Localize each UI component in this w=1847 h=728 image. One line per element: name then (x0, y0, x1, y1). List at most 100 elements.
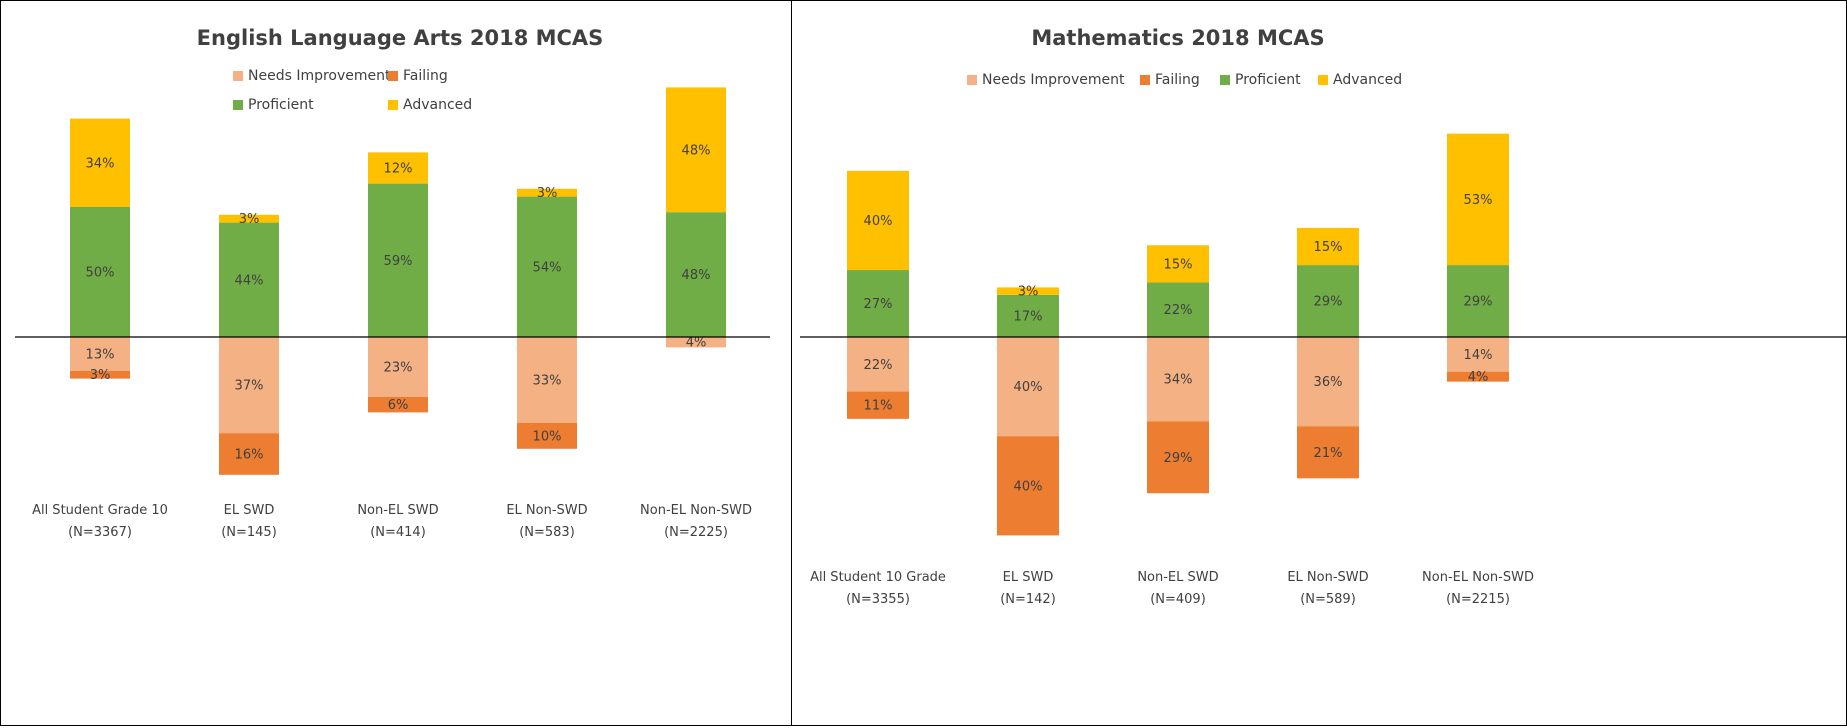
legend-swatch (1140, 75, 1150, 85)
x-tick-label: Non-EL SWD (N=409) (1137, 570, 1219, 607)
data-label: 53% (1464, 193, 1493, 208)
data-label: 36% (1314, 375, 1343, 390)
bar-segment (666, 212, 726, 337)
data-label: 34% (86, 156, 115, 171)
legend-item: Failing (1140, 72, 1200, 88)
x-tick-label: Non-EL SWD (N=414) (357, 503, 439, 540)
bar-segment (70, 370, 130, 379)
bar-segment (1447, 371, 1509, 382)
legend-item: Advanced (388, 97, 472, 113)
legend-label: Failing (1155, 72, 1200, 88)
x-tick-label: Non-EL Non-SWD (N=2225) (640, 503, 752, 540)
legend-swatch (967, 75, 977, 85)
legend-label: Proficient (248, 97, 314, 113)
legend-label: Needs Improvement (248, 68, 391, 84)
bar-segment (70, 118, 130, 207)
bar-segment (847, 337, 909, 392)
data-label: 12% (384, 162, 413, 177)
bar-segment (1147, 337, 1209, 422)
bar-segment (1297, 337, 1359, 427)
data-label: 17% (1014, 309, 1043, 324)
bar-segment (847, 270, 909, 337)
data-label: 14% (1464, 348, 1493, 363)
data-label: 22% (864, 358, 893, 373)
bar-segment (1147, 245, 1209, 283)
bar-segment (517, 196, 577, 337)
data-label: 33% (533, 373, 562, 388)
data-label: 15% (1314, 240, 1343, 255)
x-tick-label: EL Non-SWD (N=583) (506, 503, 588, 540)
data-label: 22% (1164, 303, 1193, 318)
legend-item: Proficient (233, 97, 314, 113)
data-label: 54% (533, 260, 562, 275)
data-label: 3% (90, 368, 111, 383)
data-label: 40% (1014, 380, 1043, 395)
bar-segment (1447, 265, 1509, 337)
bar-segment (1447, 133, 1509, 266)
data-label: 50% (86, 266, 115, 281)
bar-segment (997, 337, 1059, 437)
legend-item: Proficient (1220, 72, 1301, 88)
bar-segment (70, 337, 130, 371)
x-tick-label: EL SWD (N=145) (221, 503, 277, 540)
legend-swatch (388, 71, 398, 81)
data-label: 59% (384, 254, 413, 269)
data-label: 15% (1164, 257, 1193, 272)
bar-segment (70, 207, 130, 337)
data-label: 6% (388, 398, 409, 413)
data-label: 40% (1014, 479, 1043, 494)
data-label: 3% (537, 186, 558, 201)
bar-segment (1297, 227, 1359, 266)
bar-segment (847, 391, 909, 419)
x-tick-label: EL Non-SWD (N=589) (1287, 570, 1369, 607)
data-label: 34% (1164, 373, 1193, 388)
x-tick-label: All Student Grade 10 (N=3367) (32, 503, 168, 540)
legend-label: Proficient (1235, 72, 1301, 88)
x-tick-label: EL SWD (N=142) (1000, 570, 1056, 607)
bar-segment (1447, 337, 1509, 372)
bar-segment (368, 183, 428, 337)
data-label: 48% (682, 143, 711, 158)
legend-swatch (1318, 75, 1328, 85)
bar-segment (517, 422, 577, 449)
bar-segment (666, 337, 726, 348)
bar-segment (997, 294, 1059, 337)
x-tick-label: All Student 10 Grade (N=3355) (810, 570, 946, 607)
bar-segment (997, 436, 1059, 536)
data-label: 16% (235, 448, 264, 463)
chart-title: Mathematics 2018 MCAS (1031, 26, 1325, 50)
bar-segment (1147, 282, 1209, 337)
bar-segment (1297, 426, 1359, 479)
data-label: 23% (384, 360, 413, 375)
data-label: 3% (239, 212, 260, 227)
legend-item: Needs Improvement (967, 72, 1125, 88)
data-label: 40% (864, 214, 893, 229)
bar-segment (219, 222, 279, 337)
data-label: 48% (682, 268, 711, 283)
bar-segment (368, 152, 428, 184)
legend-item: Advanced (1318, 72, 1402, 88)
legend-label: Failing (403, 68, 448, 84)
legend-swatch (233, 100, 243, 110)
data-label: 11% (864, 399, 893, 414)
bar-segment (368, 337, 428, 397)
data-label: 13% (86, 347, 115, 362)
bar-segment (219, 337, 279, 434)
bar-segment (847, 170, 909, 271)
bar-segment (517, 337, 577, 423)
legend-swatch (233, 71, 243, 81)
bar-segment (997, 287, 1059, 295)
data-label: 29% (1464, 295, 1493, 310)
data-label: 29% (1164, 451, 1193, 466)
data-label: 44% (235, 273, 264, 288)
legend-item: Needs Improvement (233, 68, 391, 84)
data-label: 27% (864, 297, 893, 312)
data-label: 37% (235, 379, 264, 394)
data-label: 21% (1314, 446, 1343, 461)
bar-segment (517, 188, 577, 197)
x-tick-label: Non-EL Non-SWD (N=2215) (1422, 570, 1534, 607)
data-label: 29% (1314, 295, 1343, 310)
data-label: 4% (1468, 370, 1489, 385)
